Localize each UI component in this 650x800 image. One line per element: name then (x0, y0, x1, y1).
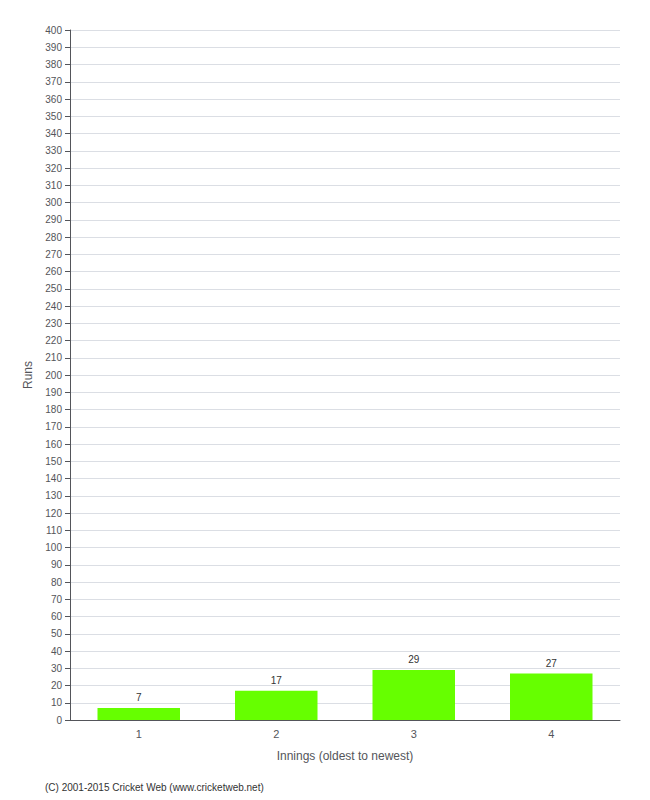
svg-text:280: 280 (45, 232, 62, 243)
svg-text:Innings (oldest to newest): Innings (oldest to newest) (277, 749, 414, 763)
svg-text:70: 70 (51, 594, 63, 605)
svg-text:270: 270 (45, 249, 62, 260)
svg-text:160: 160 (45, 439, 62, 450)
svg-text:230: 230 (45, 318, 62, 329)
svg-text:(C) 2001-2015 Cricket Web (www: (C) 2001-2015 Cricket Web (www.cricketwe… (45, 782, 264, 793)
svg-text:190: 190 (45, 387, 62, 398)
svg-text:260: 260 (45, 266, 62, 277)
svg-text:150: 150 (45, 456, 62, 467)
svg-text:100: 100 (45, 542, 62, 553)
svg-text:Runs: Runs (21, 361, 35, 389)
svg-text:27: 27 (546, 658, 558, 669)
svg-text:320: 320 (45, 163, 62, 174)
svg-text:60: 60 (51, 611, 63, 622)
svg-text:240: 240 (45, 301, 62, 312)
svg-text:180: 180 (45, 404, 62, 415)
svg-text:130: 130 (45, 490, 62, 501)
svg-text:220: 220 (45, 335, 62, 346)
svg-text:17: 17 (271, 675, 283, 686)
svg-text:29: 29 (408, 654, 420, 665)
svg-text:50: 50 (51, 628, 63, 639)
svg-text:90: 90 (51, 559, 63, 570)
svg-text:3: 3 (411, 728, 417, 740)
svg-text:290: 290 (45, 214, 62, 225)
svg-text:210: 210 (45, 352, 62, 363)
svg-text:120: 120 (45, 508, 62, 519)
svg-text:310: 310 (45, 180, 62, 191)
svg-text:250: 250 (45, 283, 62, 294)
svg-text:0: 0 (56, 715, 62, 726)
svg-text:80: 80 (51, 577, 63, 588)
svg-text:380: 380 (45, 59, 62, 70)
svg-text:370: 370 (45, 76, 62, 87)
svg-text:140: 140 (45, 473, 62, 484)
svg-text:200: 200 (45, 370, 62, 381)
svg-text:390: 390 (45, 42, 62, 53)
svg-text:10: 10 (51, 697, 63, 708)
svg-text:4: 4 (548, 728, 554, 740)
svg-text:360: 360 (45, 94, 62, 105)
svg-text:300: 300 (45, 197, 62, 208)
svg-text:2: 2 (273, 728, 279, 740)
svg-text:350: 350 (45, 111, 62, 122)
svg-text:40: 40 (51, 646, 63, 657)
svg-text:330: 330 (45, 145, 62, 156)
svg-text:30: 30 (51, 663, 63, 674)
svg-text:400: 400 (45, 25, 62, 36)
svg-text:1: 1 (136, 728, 142, 740)
svg-text:170: 170 (45, 421, 62, 432)
svg-text:340: 340 (45, 128, 62, 139)
svg-text:7: 7 (136, 692, 142, 703)
svg-text:20: 20 (51, 680, 63, 691)
svg-text:110: 110 (46, 525, 62, 536)
